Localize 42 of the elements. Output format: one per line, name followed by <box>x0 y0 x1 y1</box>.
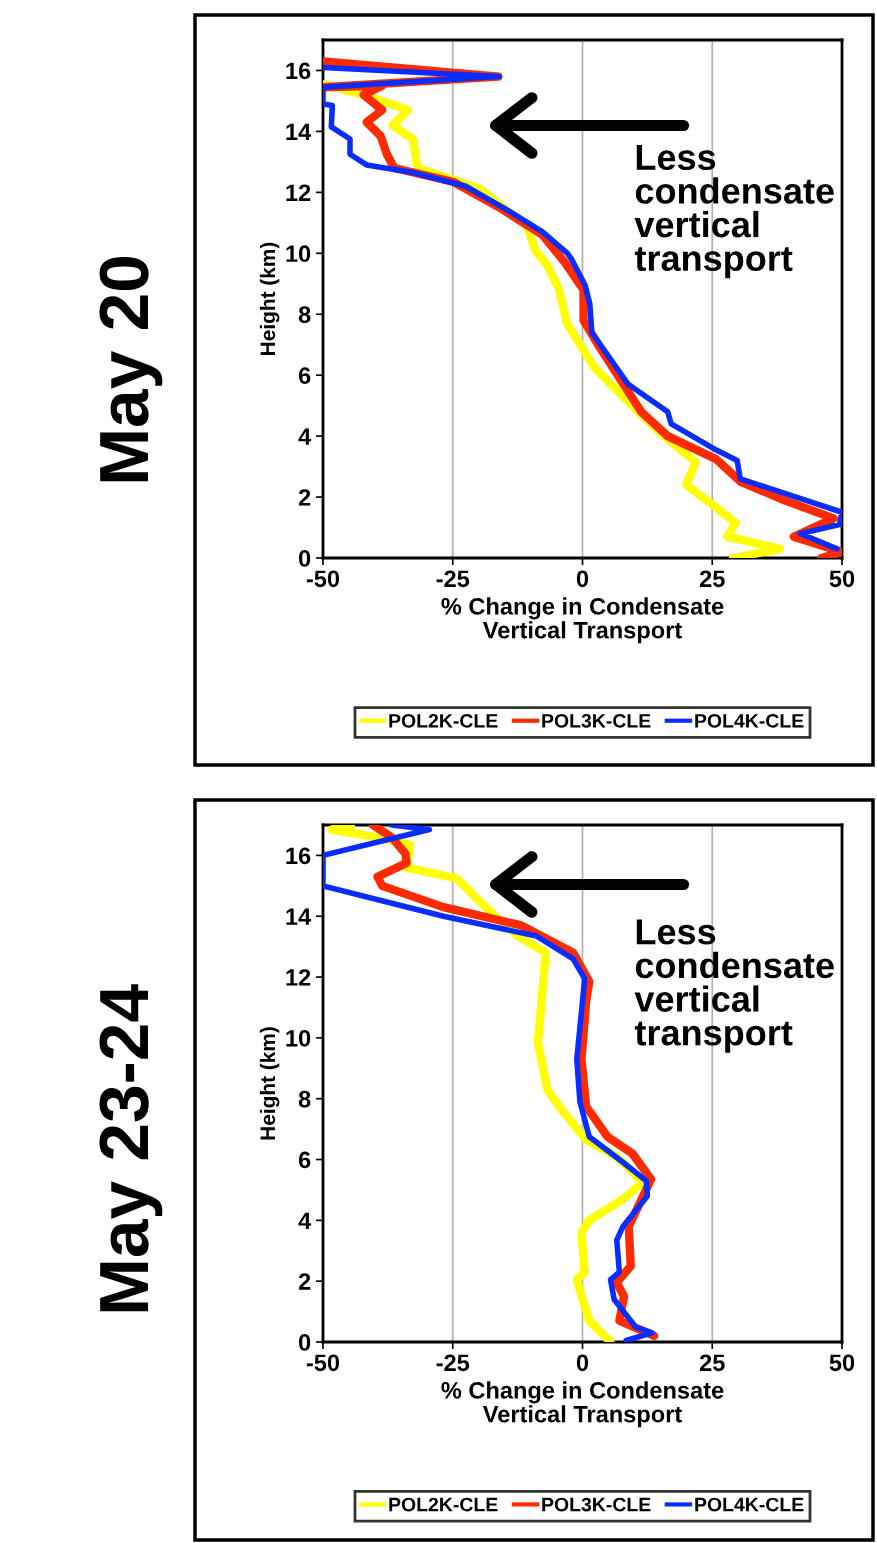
legend-label: POL2K-CLE <box>389 713 498 728</box>
y-tick-label: 2 <box>298 489 311 506</box>
y-tick-label: 14 <box>286 123 312 140</box>
y-tick-label: 2 <box>298 1273 311 1290</box>
legend-label: POL3K-CLE <box>542 713 651 728</box>
y-tick-label: 8 <box>298 1090 311 1108</box>
legend-label: POL4K-CLE <box>695 713 804 728</box>
x-tick-label: -50 <box>306 1354 340 1372</box>
y-tick-label: 6 <box>298 1151 311 1169</box>
y-tick-label: 4 <box>298 428 312 445</box>
legend-label: POL4K-CLE <box>695 1497 804 1512</box>
y-tick-label: 0 <box>299 1334 311 1351</box>
legend-label: POL3K-CLE <box>542 1497 651 1512</box>
y-axis-title: Height (km) <box>259 1027 280 1140</box>
y-tick-label: 16 <box>286 847 311 865</box>
annotation: Less condensate vertical transport <box>634 919 834 1053</box>
x-tick-label: 25 <box>699 570 725 588</box>
y-tick-label: 16 <box>286 62 311 80</box>
y-tick-label: 10 <box>286 1029 311 1047</box>
annotation: Less condensate vertical transport <box>634 144 834 279</box>
x-tick-label: 0 <box>576 1354 589 1372</box>
y-axis-title: Height (km) <box>259 242 280 355</box>
y-tick-label: 6 <box>298 367 311 384</box>
x-tick-label: 50 <box>829 570 855 588</box>
x-axis-title: % Change in Condensate Vertical Transport <box>441 1381 724 1428</box>
x-tick-label: -25 <box>436 570 470 588</box>
x-tick-label: 0 <box>576 570 589 588</box>
y-tick-label: 10 <box>286 245 311 263</box>
y-tick-label: 14 <box>286 908 312 925</box>
y-tick-label: 12 <box>286 969 311 986</box>
text: May 20 <box>99 257 163 482</box>
x-axis-title: % Change in Condensate Vertical Transport <box>441 597 724 644</box>
y-tick-label: 0 <box>299 550 311 567</box>
y-tick-label: 4 <box>298 1212 312 1229</box>
legend-label: POL2K-CLE <box>389 1497 498 1512</box>
x-tick-label: 25 <box>699 1354 725 1372</box>
text: May 23-24 <box>99 984 163 1312</box>
y-tick-label: 8 <box>298 306 311 324</box>
x-tick-label: -25 <box>436 1354 470 1372</box>
x-tick-label: -50 <box>306 570 340 588</box>
x-tick-label: 50 <box>829 1354 855 1372</box>
y-tick-label: 12 <box>286 184 311 201</box>
